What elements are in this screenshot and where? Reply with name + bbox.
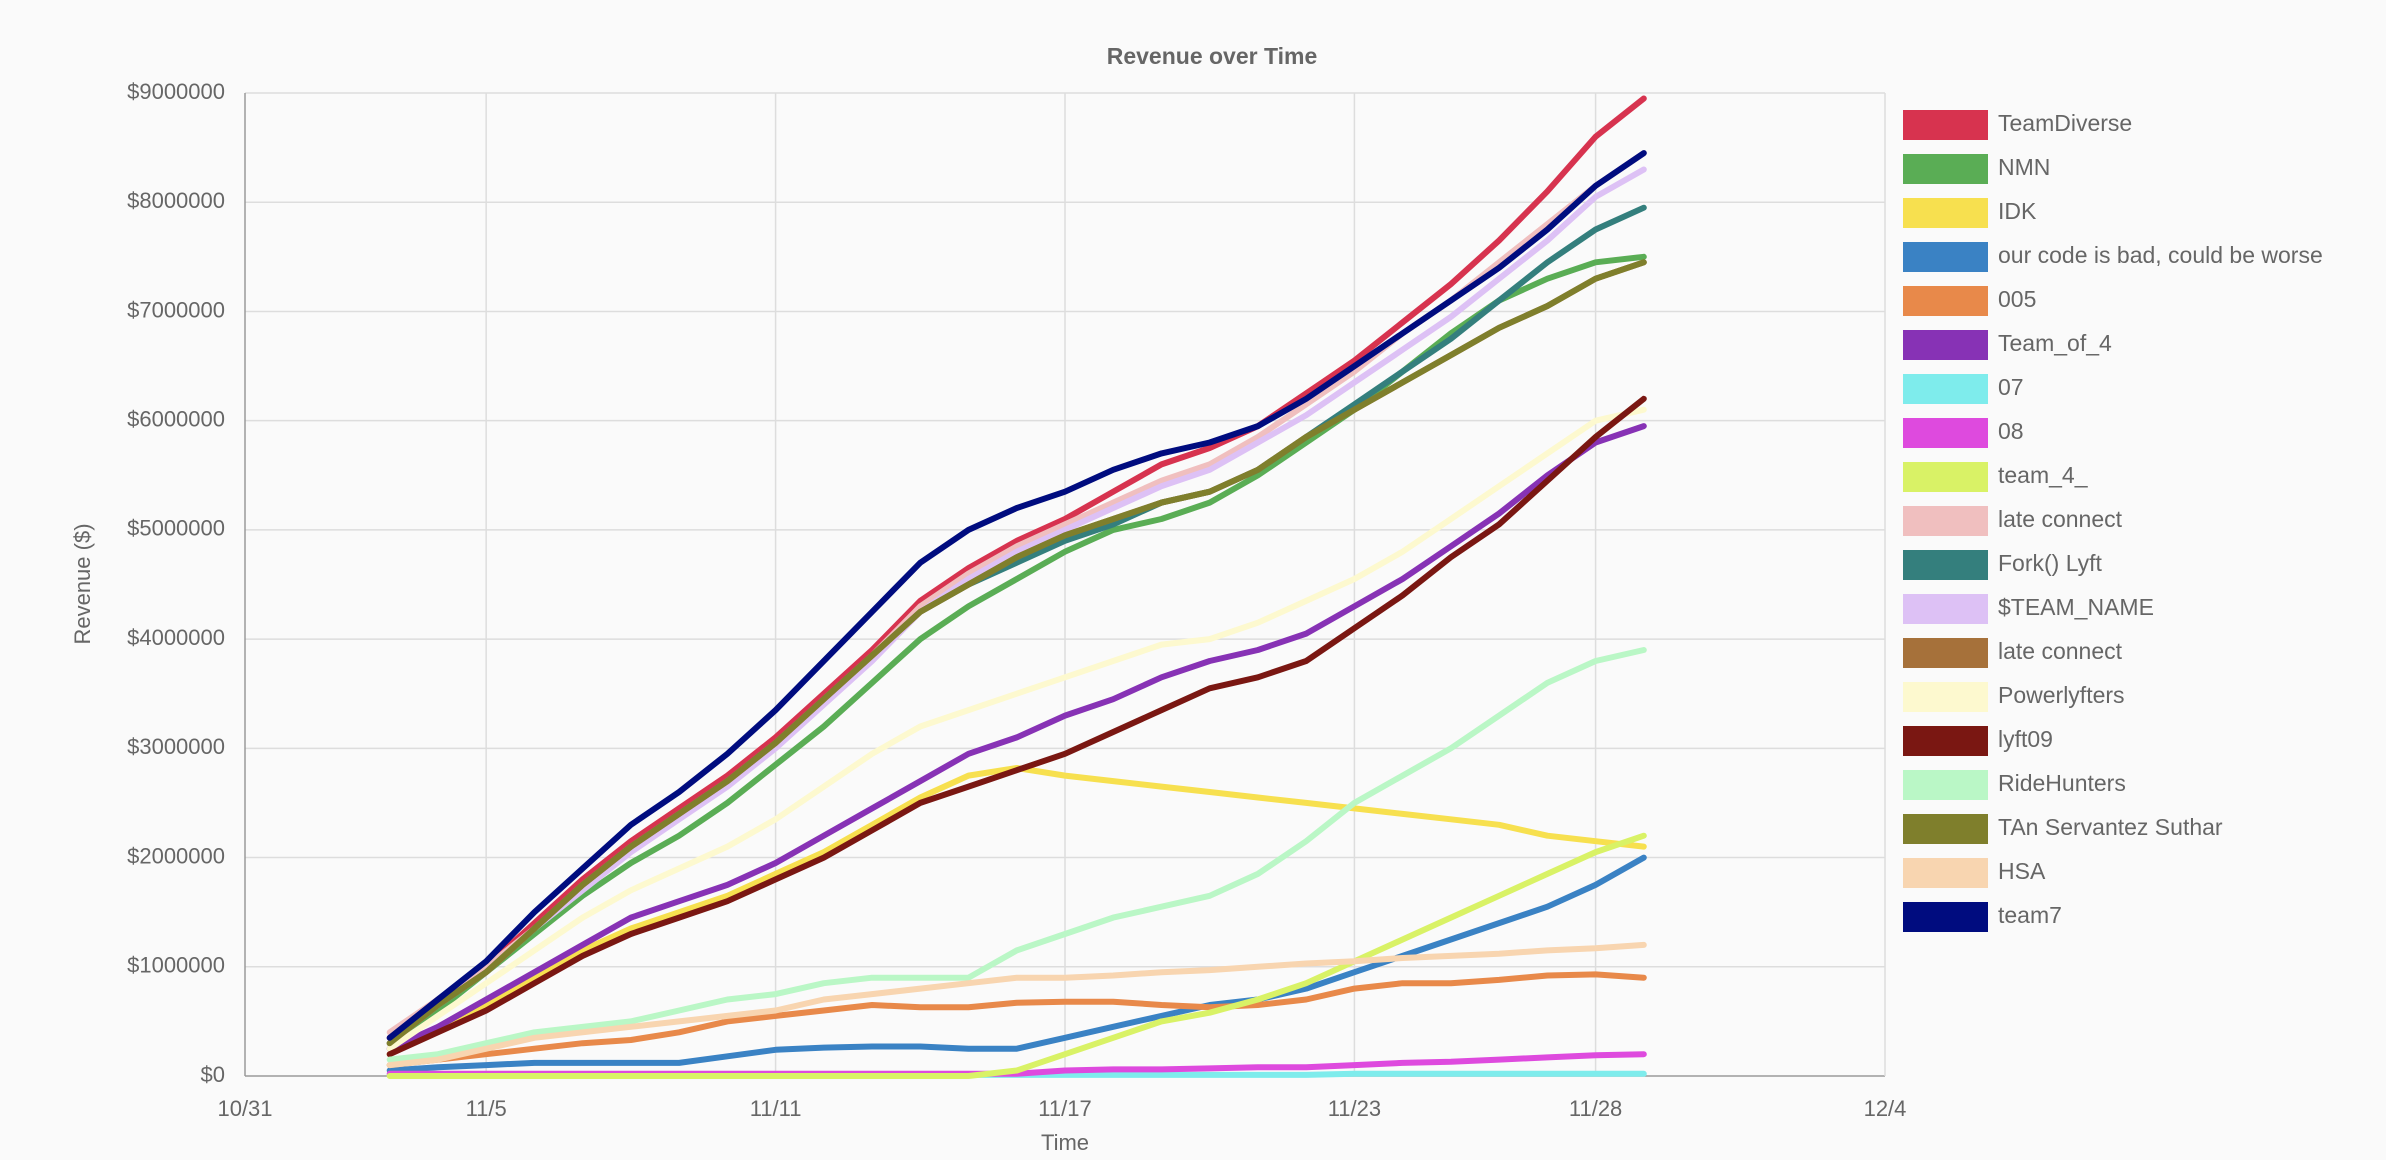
- legend-swatch: [1903, 418, 1988, 448]
- legend-label: TeamDiverse: [1998, 110, 2132, 136]
- series-line: [386, 395, 1647, 1058]
- legend-swatch: [1903, 902, 1988, 932]
- legend-label: 005: [1998, 286, 2036, 312]
- y-tick-label: $6000000: [127, 406, 225, 431]
- legend-label: Team_of_4: [1998, 330, 2112, 356]
- y-tick-label: $3000000: [127, 734, 225, 759]
- legend-label: team_4_: [1998, 462, 2089, 488]
- series-line: [386, 259, 1647, 1047]
- series-line: [386, 95, 1647, 1041]
- series-line: [386, 150, 1647, 1041]
- legend-swatch: [1903, 682, 1988, 712]
- series-line: [386, 166, 1647, 1047]
- legend-label: 07: [1998, 374, 2024, 400]
- legend-swatch: [1903, 198, 1988, 228]
- x-tick-label: 12/4: [1864, 1096, 1907, 1121]
- legend-label: HSA: [1998, 858, 2046, 884]
- legend-swatch: [1903, 770, 1988, 800]
- legend-label: RideHunters: [1998, 770, 2126, 796]
- legend-swatch: [1903, 594, 1988, 624]
- series-lines: [386, 95, 1647, 1079]
- legend-swatch: [1903, 814, 1988, 844]
- series-line: [386, 765, 1647, 1058]
- legend-label: TAn Servantez Suthar: [1998, 814, 2223, 840]
- series-line: [386, 647, 1647, 1063]
- x-tick-label: 11/17: [1038, 1096, 1091, 1121]
- legend-swatch: [1903, 286, 1988, 316]
- legend-swatch: [1903, 638, 1988, 668]
- legend-swatch: [1903, 330, 1988, 360]
- series-line: [386, 854, 1647, 1074]
- series-line: [386, 423, 1647, 1052]
- legend-label: NMN: [1998, 154, 2050, 180]
- legend-label: 08: [1998, 418, 2024, 444]
- y-tick-label: $9000000: [127, 79, 225, 104]
- legend: TeamDiverse NMN IDK our code is bad, could …: [1903, 110, 2323, 932]
- y-axis-title: Revenue ($): [70, 523, 95, 644]
- legend-label: Powerlyfters: [1998, 682, 2125, 708]
- series-line: [386, 406, 1647, 1052]
- series-line: [386, 941, 1647, 1069]
- y-tick-label: $8000000: [127, 188, 225, 213]
- legend-swatch: [1903, 462, 1988, 492]
- legend-swatch: [1903, 110, 1988, 140]
- series-line: [386, 259, 1647, 1047]
- y-tick-label: $5000000: [127, 516, 225, 541]
- legend-label: late connect: [1998, 638, 2123, 664]
- chart-title: Revenue over Time: [1107, 43, 1318, 69]
- x-axis-title: Time: [1041, 1130, 1089, 1155]
- legend-label: lyft09: [1998, 726, 2053, 752]
- x-tick-label: 10/31: [217, 1096, 272, 1121]
- legend-label: Fork() Lyft: [1998, 550, 2103, 576]
- legend-swatch: [1903, 726, 1988, 756]
- x-tick-label: 11/28: [1569, 1096, 1622, 1121]
- x-tick-label: 11/23: [1328, 1096, 1381, 1121]
- legend-swatch: [1903, 242, 1988, 272]
- legend-swatch: [1903, 550, 1988, 580]
- series-line: [386, 253, 1647, 1047]
- y-tick-label: $7000000: [127, 297, 225, 322]
- legend-swatch: [1903, 154, 1988, 184]
- legend-swatch: [1903, 858, 1988, 888]
- legend-label: $TEAM_NAME: [1998, 594, 2154, 620]
- series-line: [386, 832, 1647, 1079]
- legend-label: our code is bad, could be worse: [1998, 242, 2323, 268]
- y-tick-label: $0: [201, 1062, 225, 1087]
- y-tick-label: $1000000: [127, 953, 225, 978]
- legend-swatch: [1903, 506, 1988, 536]
- x-tick-label: 11/5: [466, 1096, 507, 1121]
- legend-label: IDK: [1998, 198, 2037, 224]
- legend-label: late connect: [1998, 506, 2123, 532]
- y-tick-label: $4000000: [127, 625, 225, 650]
- series-line: [386, 971, 1647, 1069]
- x-tick-label: 11/11: [750, 1096, 802, 1121]
- legend-swatch: [1903, 374, 1988, 404]
- grid: [244, 92, 1886, 1077]
- y-tick-label: $2000000: [127, 843, 225, 868]
- legend-label: team7: [1998, 902, 2062, 928]
